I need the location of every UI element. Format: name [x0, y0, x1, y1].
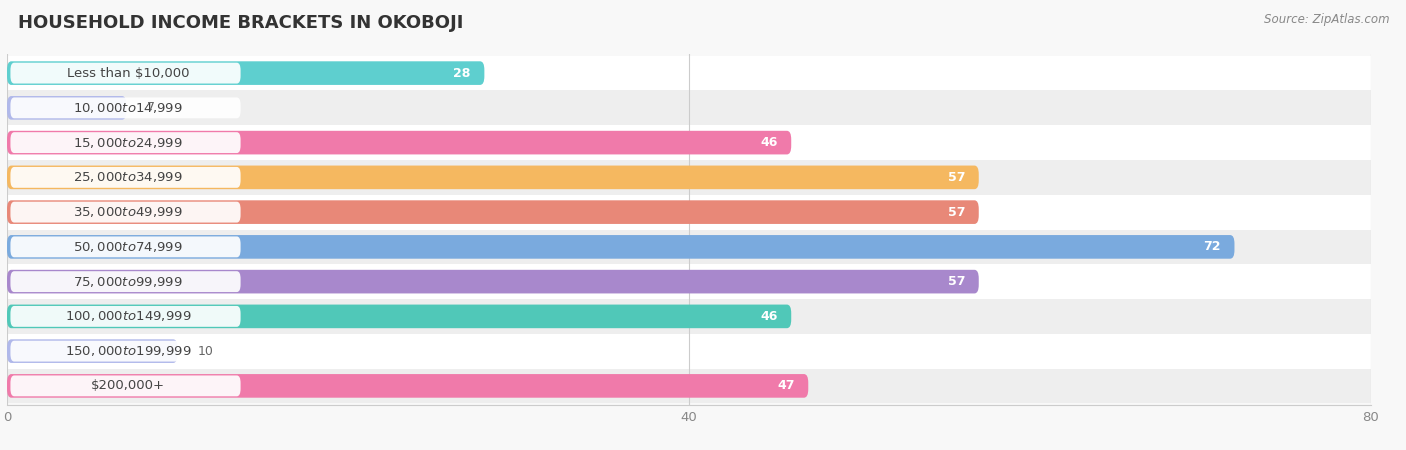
- FancyBboxPatch shape: [7, 96, 127, 120]
- Text: 28: 28: [453, 67, 471, 80]
- FancyBboxPatch shape: [7, 125, 1371, 160]
- Text: 46: 46: [761, 310, 778, 323]
- FancyBboxPatch shape: [10, 202, 240, 223]
- FancyBboxPatch shape: [7, 374, 808, 398]
- FancyBboxPatch shape: [7, 264, 1371, 299]
- Text: $200,000+: $200,000+: [91, 379, 165, 392]
- FancyBboxPatch shape: [10, 63, 240, 84]
- Text: $35,000 to $49,999: $35,000 to $49,999: [73, 205, 183, 219]
- Text: 7: 7: [146, 101, 155, 114]
- FancyBboxPatch shape: [7, 61, 484, 85]
- Text: 46: 46: [761, 136, 778, 149]
- Text: 57: 57: [948, 171, 965, 184]
- Text: 10: 10: [198, 345, 214, 358]
- FancyBboxPatch shape: [7, 166, 979, 189]
- FancyBboxPatch shape: [10, 167, 240, 188]
- Text: $25,000 to $34,999: $25,000 to $34,999: [73, 171, 183, 184]
- FancyBboxPatch shape: [7, 369, 1371, 403]
- FancyBboxPatch shape: [7, 334, 1371, 369]
- FancyBboxPatch shape: [7, 230, 1371, 264]
- FancyBboxPatch shape: [10, 236, 240, 257]
- FancyBboxPatch shape: [10, 375, 240, 396]
- Text: 57: 57: [948, 275, 965, 288]
- FancyBboxPatch shape: [10, 271, 240, 292]
- FancyBboxPatch shape: [7, 195, 1371, 230]
- Text: 57: 57: [948, 206, 965, 219]
- Text: $15,000 to $24,999: $15,000 to $24,999: [73, 135, 183, 149]
- FancyBboxPatch shape: [10, 306, 240, 327]
- FancyBboxPatch shape: [7, 299, 1371, 334]
- Text: $10,000 to $14,999: $10,000 to $14,999: [73, 101, 183, 115]
- FancyBboxPatch shape: [10, 341, 240, 361]
- FancyBboxPatch shape: [7, 235, 1234, 259]
- FancyBboxPatch shape: [7, 305, 792, 328]
- FancyBboxPatch shape: [7, 131, 792, 154]
- Text: 72: 72: [1204, 240, 1220, 253]
- FancyBboxPatch shape: [7, 56, 1371, 90]
- FancyBboxPatch shape: [7, 90, 1371, 125]
- FancyBboxPatch shape: [7, 270, 979, 293]
- Text: $150,000 to $199,999: $150,000 to $199,999: [65, 344, 191, 358]
- FancyBboxPatch shape: [10, 132, 240, 153]
- Text: HOUSEHOLD INCOME BRACKETS IN OKOBOJI: HOUSEHOLD INCOME BRACKETS IN OKOBOJI: [18, 14, 464, 32]
- Text: 47: 47: [778, 379, 794, 392]
- Text: Source: ZipAtlas.com: Source: ZipAtlas.com: [1264, 14, 1389, 27]
- Text: $50,000 to $74,999: $50,000 to $74,999: [73, 240, 183, 254]
- FancyBboxPatch shape: [10, 98, 240, 118]
- Text: Less than $10,000: Less than $10,000: [67, 67, 190, 80]
- Text: $100,000 to $149,999: $100,000 to $149,999: [65, 310, 191, 324]
- FancyBboxPatch shape: [7, 160, 1371, 195]
- FancyBboxPatch shape: [7, 339, 177, 363]
- FancyBboxPatch shape: [7, 200, 979, 224]
- Text: $75,000 to $99,999: $75,000 to $99,999: [73, 274, 183, 288]
